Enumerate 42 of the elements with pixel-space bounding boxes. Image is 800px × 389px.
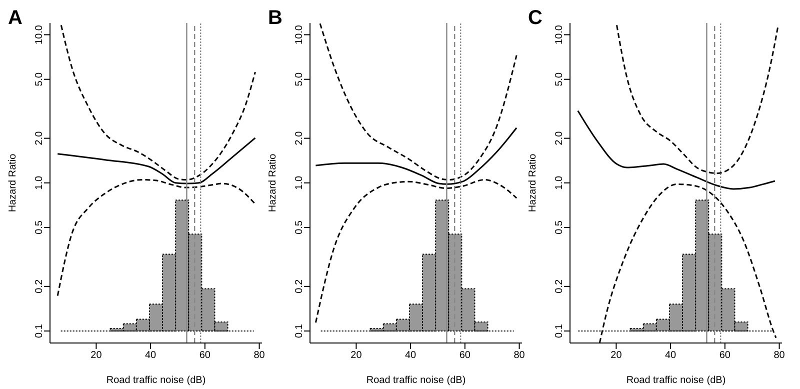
- y-tick-label: 0.2: [294, 279, 305, 294]
- x-tick-label: 60: [719, 350, 731, 362]
- chart-title: A: [8, 7, 22, 29]
- x-axis-title: Road traffic noise (dB): [106, 375, 206, 386]
- y-tick-label: 2.0: [34, 130, 45, 146]
- x-tick-label: 20: [90, 350, 102, 362]
- y-tick-label: 0.2: [34, 279, 45, 294]
- x-tick-label: 80: [774, 350, 786, 362]
- y-tick-label: 5.0: [34, 72, 45, 86]
- y-axis-title: Hazard Ratio: [528, 153, 539, 212]
- x-axis-title: Road traffic noise (dB): [626, 375, 726, 386]
- y-tick-label: 1.0: [34, 175, 45, 190]
- y-tick-label: 2.0: [554, 130, 565, 146]
- x-tick-label: 20: [610, 350, 622, 362]
- y-tick-label: 5.0: [554, 72, 565, 86]
- x-tick-label: 40: [405, 350, 417, 362]
- x-tick-label: 40: [145, 350, 157, 362]
- y-tick-label: 0.1: [554, 324, 565, 338]
- y-tick-label: 0.5: [554, 220, 565, 234]
- chart-title: C: [528, 7, 542, 29]
- y-tick-label: 0.1: [294, 324, 305, 338]
- y-tick-label: 2.0: [294, 130, 305, 146]
- x-tick-label: 40: [665, 350, 677, 362]
- x-tick-label: 60: [199, 350, 211, 362]
- x-tick-label: 60: [459, 350, 471, 362]
- x-tick-label: 80: [254, 350, 266, 362]
- y-tick-label: 0.5: [294, 220, 305, 234]
- y-tick-label: 10.0: [554, 24, 565, 44]
- x-tick-label: 80: [514, 350, 526, 362]
- y-tick-label: 0.1: [34, 324, 45, 338]
- y-tick-label: 0.2: [554, 279, 565, 294]
- x-axis-title: Road traffic noise (dB): [366, 375, 466, 386]
- y-axis-title: Hazard Ratio: [8, 153, 19, 212]
- y-tick-label: 1.0: [554, 175, 565, 190]
- y-tick-label: 10.0: [294, 24, 305, 44]
- y-tick-label: 0.5: [34, 220, 45, 234]
- x-tick-label: 20: [350, 350, 362, 362]
- y-tick-label: 1.0: [294, 175, 305, 190]
- y-tick-label: 10.0: [34, 24, 45, 44]
- y-axis-title: Hazard Ratio: [268, 153, 279, 212]
- chart-title: B: [268, 7, 282, 29]
- y-tick-label: 5.0: [294, 72, 305, 86]
